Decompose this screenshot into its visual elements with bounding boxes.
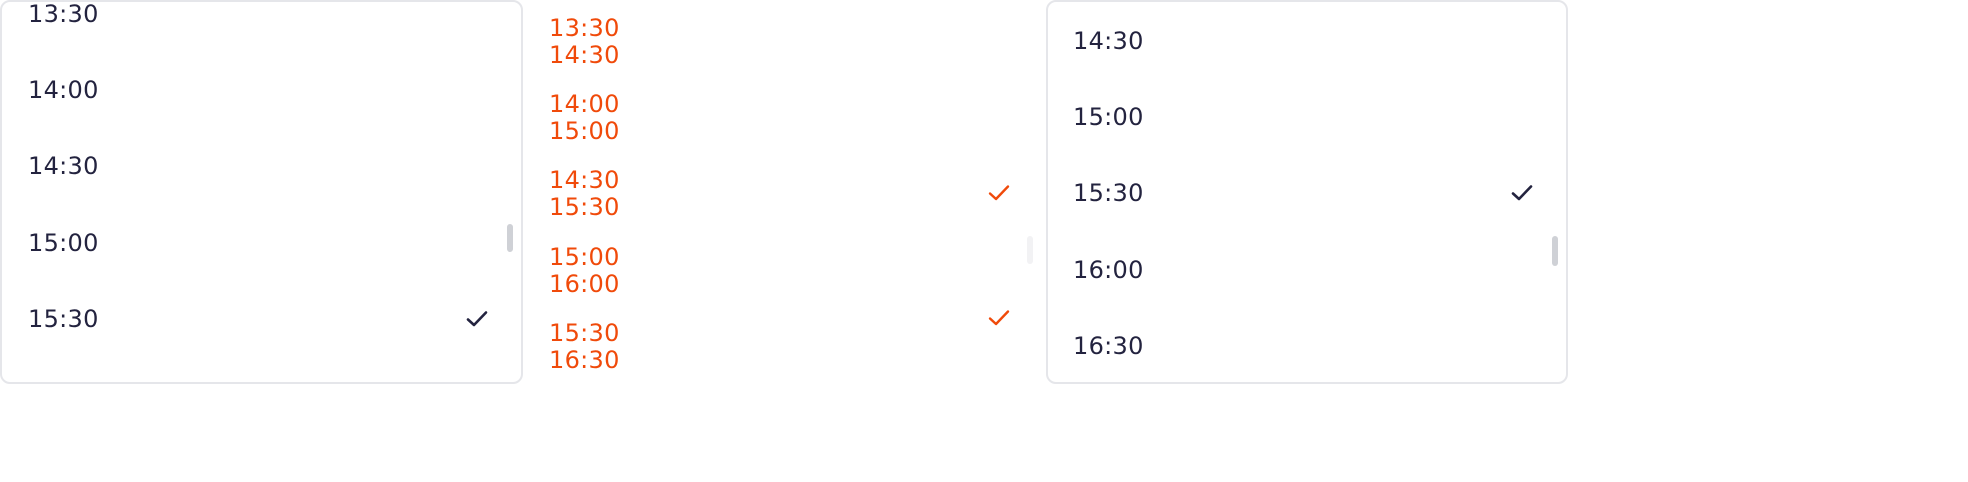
range-end-label: 15:30 [549,193,620,221]
time-option[interactable]: 15:00 [1048,101,1566,133]
time-option-label: 15:00 [28,229,99,257]
time-option-label: 14:30 [1073,27,1144,55]
scrollbar-thumb[interactable] [1552,236,1558,266]
time-picker-showcase: 13:30 14:00 14:30 15:00 15:30 13:30 14:3… [0,0,1568,384]
time-range-option[interactable]: 13:30 14:30 [523,14,1045,69]
range-end-label: 14:30 [549,41,620,69]
time-range-option[interactable]: 15:00 16:00 [523,243,1045,298]
time-range-option-selected[interactable]: 15:30 16:30 [523,310,1045,374]
scrollbar-thumb[interactable] [1027,236,1033,264]
time-option-label: 13:30 [28,0,99,28]
time-option-label: 16:30 [1073,332,1144,360]
time-option-label: 15:30 [28,305,99,333]
check-icon [988,185,1010,201]
time-range-option-selected[interactable]: 14:30 15:30 [523,166,1045,221]
range-start-label: 15:00 [549,243,620,271]
time-option-label: 16:00 [1073,256,1144,284]
time-range-list: 13:30 14:30 14:00 15:00 14:30 15:30 15:0… [523,0,1045,384]
check-icon [466,311,488,327]
range-start-label: 14:00 [549,90,620,118]
time-option[interactable]: 13:30 [2,0,521,30]
time-option-label: 14:00 [28,76,99,104]
time-option[interactable]: 16:30 [1048,330,1566,362]
range-end-label: 16:30 [549,346,620,374]
time-option-selected[interactable]: 15:30 [2,303,521,335]
time-range-option[interactable]: 14:00 15:00 [523,90,1045,145]
range-end-label: 16:00 [549,270,620,298]
time-option-selected[interactable]: 15:30 [1048,177,1566,209]
time-option-label: 14:30 [28,152,99,180]
time-option[interactable]: 14:30 [1048,25,1566,57]
time-dropdown-list: 13:30 14:00 14:30 15:00 15:30 [0,0,523,384]
time-option-label: 15:30 [1073,179,1144,207]
range-start-label: 15:30 [549,319,620,347]
time-option[interactable]: 14:30 [2,150,521,182]
check-icon [1511,185,1533,201]
range-start-label: 14:30 [549,166,620,194]
time-option[interactable]: 14:00 [2,74,521,106]
time-dropdown-list-scrolled: 14:30 15:00 15:30 16:00 16:30 [1046,0,1568,384]
range-end-label: 15:00 [549,117,620,145]
time-option-label: 15:00 [1073,103,1144,131]
range-start-label: 13:30 [549,14,620,42]
time-option[interactable]: 16:00 [1048,254,1566,286]
scrollbar-thumb[interactable] [507,224,513,252]
check-icon [988,310,1010,326]
time-option[interactable]: 15:00 [2,227,521,259]
